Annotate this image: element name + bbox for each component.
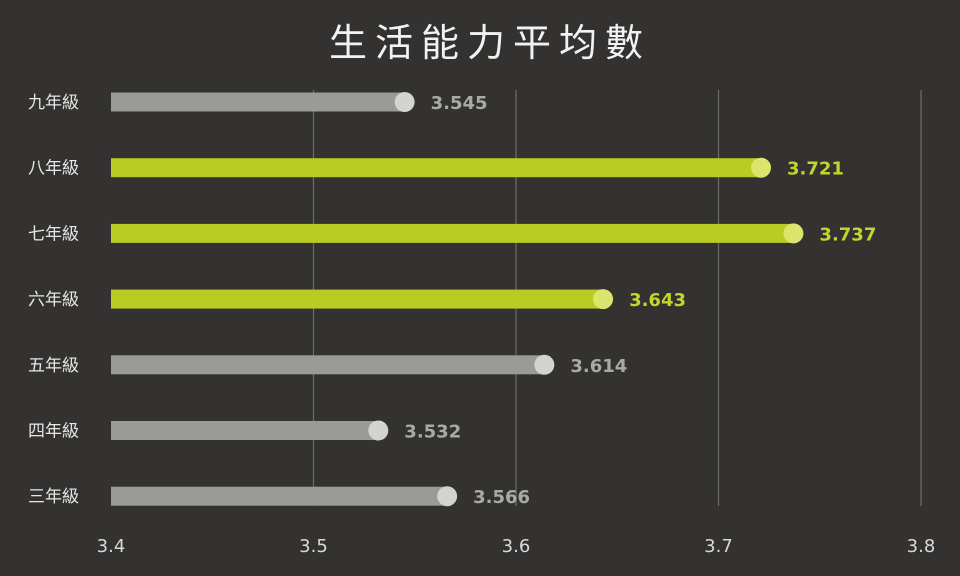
bar-end-cap xyxy=(593,289,614,310)
bar xyxy=(111,92,405,112)
data-label: 3.721 xyxy=(787,159,844,180)
bar xyxy=(111,158,762,178)
data-label: 3.643 xyxy=(629,290,686,311)
bars: 3.545 3.721 3.737 3.643 3.614 3.532 3.566 xyxy=(111,92,876,508)
data-label: 3.545 xyxy=(431,93,488,114)
bar xyxy=(111,223,794,243)
bar-end-cap xyxy=(783,223,804,244)
x-axis: 3.4 3.5 3.6 3.7 3.8 xyxy=(97,536,936,557)
data-label: 3.737 xyxy=(819,224,876,245)
x-tick-label: 3.7 xyxy=(704,536,733,557)
bar-end-cap xyxy=(368,420,389,441)
x-tick-label: 3.5 xyxy=(299,536,328,557)
category-label: 四年級 xyxy=(28,422,79,442)
category-label: 九年級 xyxy=(28,93,79,113)
category-label: 八年級 xyxy=(28,159,79,179)
category-label: 七年級 xyxy=(28,224,79,244)
bar-end-cap xyxy=(534,354,555,375)
data-label: 3.566 xyxy=(473,487,530,508)
bar-end-cap xyxy=(751,157,772,178)
bar xyxy=(111,486,448,506)
category-label: 三年級 xyxy=(28,487,79,507)
bar xyxy=(111,355,545,375)
bar xyxy=(111,289,604,309)
x-tick-label: 3.6 xyxy=(502,536,531,557)
bar xyxy=(111,421,379,440)
data-label: 3.532 xyxy=(404,422,461,443)
bar-end-cap xyxy=(394,92,415,112)
x-tick-label: 3.8 xyxy=(907,536,936,557)
category-label: 五年級 xyxy=(28,356,79,376)
data-label: 3.614 xyxy=(570,356,627,377)
chart-title: 生活能力平均數 xyxy=(329,21,651,65)
category-label: 六年級 xyxy=(28,290,79,310)
bar-end-cap xyxy=(437,486,458,507)
x-tick-label: 3.4 xyxy=(97,536,126,557)
